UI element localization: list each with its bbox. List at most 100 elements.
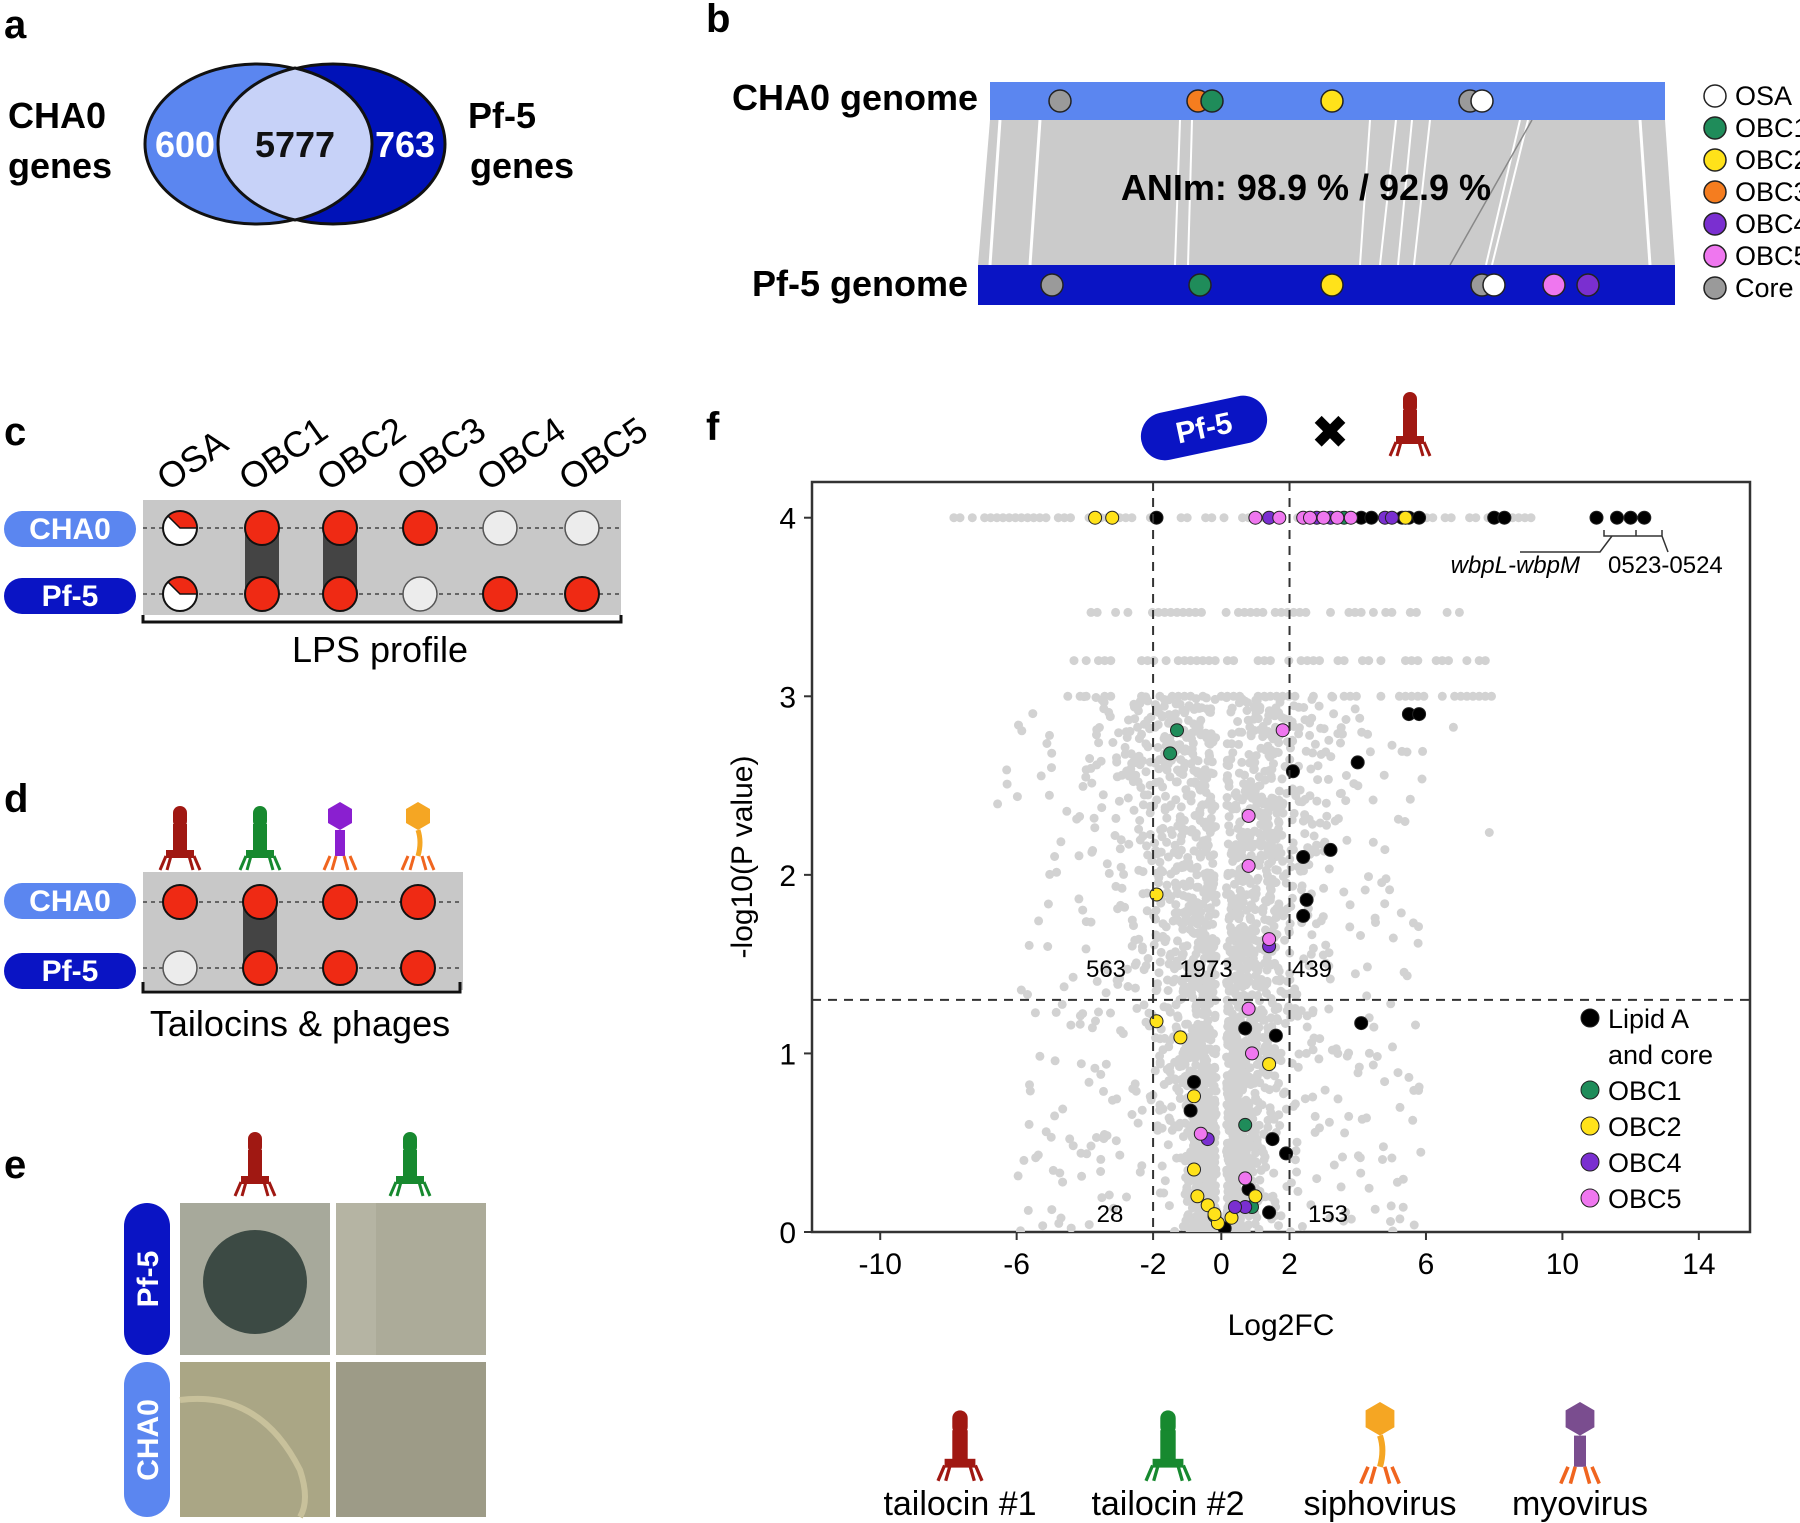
gene-point <box>1050 1111 1060 1121</box>
gene-point <box>1186 894 1196 904</box>
gene-point <box>1405 794 1415 804</box>
gene-point <box>1255 996 1265 1006</box>
gene-point <box>1238 982 1247 992</box>
legend-swatch <box>1580 1080 1600 1100</box>
gene-point <box>1043 899 1053 909</box>
gene-point <box>1336 738 1345 748</box>
venn-count-cha0-only: 600 <box>155 124 215 165</box>
icon-plate <box>166 850 194 858</box>
gene-point <box>1224 812 1234 822</box>
gene-point <box>1395 1102 1405 1112</box>
gene-point <box>1163 852 1173 862</box>
gene-point <box>1237 1131 1247 1141</box>
gene-point <box>1353 1068 1363 1078</box>
gene-point <box>1310 739 1320 749</box>
icon-tail <box>1574 1435 1586 1467</box>
tailocin-icon <box>158 806 202 871</box>
data-point <box>1238 1117 1253 1132</box>
strain-text-cha0: CHA0 <box>29 513 111 546</box>
gene-point <box>1133 1118 1143 1128</box>
gene-point <box>1195 785 1205 795</box>
gene-point <box>1044 790 1054 800</box>
pf5-pill-shape <box>1140 395 1268 461</box>
data-point <box>1398 510 1413 525</box>
data-point <box>1088 510 1103 525</box>
gene-point <box>1137 1161 1147 1171</box>
gene-point <box>1208 1048 1218 1058</box>
annotation-0523: 0523-0524 <box>1608 552 1723 579</box>
icon-plate <box>241 1176 269 1184</box>
gene-point <box>1237 757 1247 767</box>
icon-tail <box>1403 410 1417 440</box>
lps-grid-background <box>143 500 621 615</box>
y-tick-label: 3 <box>779 681 796 714</box>
gene-point <box>1058 1177 1068 1187</box>
gene-point <box>1419 691 1429 701</box>
gene-point <box>1395 1214 1405 1224</box>
gene-point <box>1186 656 1196 666</box>
gene-point <box>1137 691 1146 701</box>
data-point <box>1193 1126 1208 1141</box>
gene-point <box>1253 873 1263 883</box>
gene-point <box>1233 717 1243 726</box>
gene-point <box>1164 959 1174 969</box>
gene-point <box>1316 723 1326 733</box>
gene-point <box>1127 941 1137 951</box>
gene-point <box>1305 730 1315 740</box>
gene-point <box>1066 1020 1076 1030</box>
gene-point <box>1019 1155 1029 1165</box>
gene-point <box>1158 867 1168 877</box>
gene-point <box>1261 1162 1271 1172</box>
gene-point <box>1321 940 1331 950</box>
gene-point <box>1092 976 1102 986</box>
gene-point <box>1190 726 1200 736</box>
gene-point <box>1249 1129 1259 1139</box>
gene-point <box>1091 1016 1100 1026</box>
gene-point <box>1387 1153 1397 1163</box>
gene-point <box>1326 607 1335 617</box>
gene-point <box>1404 1072 1414 1082</box>
gene-point <box>1308 1006 1318 1015</box>
plot-frame <box>810 480 1752 1234</box>
gene-point <box>1293 1062 1303 1072</box>
gene-point <box>967 513 977 523</box>
gene-point <box>1299 954 1309 964</box>
gene-point <box>1251 1027 1261 1037</box>
gene-point <box>1155 755 1165 765</box>
gene-point <box>1191 832 1201 842</box>
locus-obc4 <box>1576 273 1600 297</box>
gene-point <box>1253 656 1263 666</box>
presence-dot <box>400 884 436 920</box>
gene-point <box>1162 880 1172 890</box>
gene-point <box>1269 1168 1279 1178</box>
gene-point <box>1315 818 1325 828</box>
gene-point <box>1012 792 1022 802</box>
data-point <box>1228 1200 1242 1214</box>
gene-point <box>1164 1201 1174 1211</box>
genome-bottom-label: Pf-5 genome <box>752 263 968 304</box>
gene-point <box>1111 813 1121 823</box>
gene-point <box>993 799 1003 809</box>
gene-point <box>1208 950 1218 960</box>
gene-point <box>1268 734 1278 744</box>
gene-point <box>1271 1083 1281 1093</box>
gene-point <box>1442 607 1452 617</box>
gene-point <box>1299 703 1309 712</box>
icon-fibers <box>233 1181 277 1197</box>
gene-point <box>1099 704 1109 714</box>
data-point <box>1296 908 1311 923</box>
lps-header-osa: OSA <box>149 421 235 498</box>
gene-point <box>1013 1171 1023 1181</box>
legend-label: OBC1 <box>1735 113 1800 143</box>
gene-point <box>1192 999 1201 1009</box>
legend-swatch <box>1703 84 1727 108</box>
gene-point <box>1122 964 1132 974</box>
gene-point <box>1154 764 1164 774</box>
gene-point <box>1388 1226 1398 1232</box>
gene-point <box>1207 513 1217 523</box>
gene-point <box>1276 1056 1286 1066</box>
gene-point <box>1253 966 1263 976</box>
gene-point <box>1259 1148 1268 1158</box>
gene-point <box>1153 878 1163 888</box>
gene-point <box>1270 747 1280 757</box>
